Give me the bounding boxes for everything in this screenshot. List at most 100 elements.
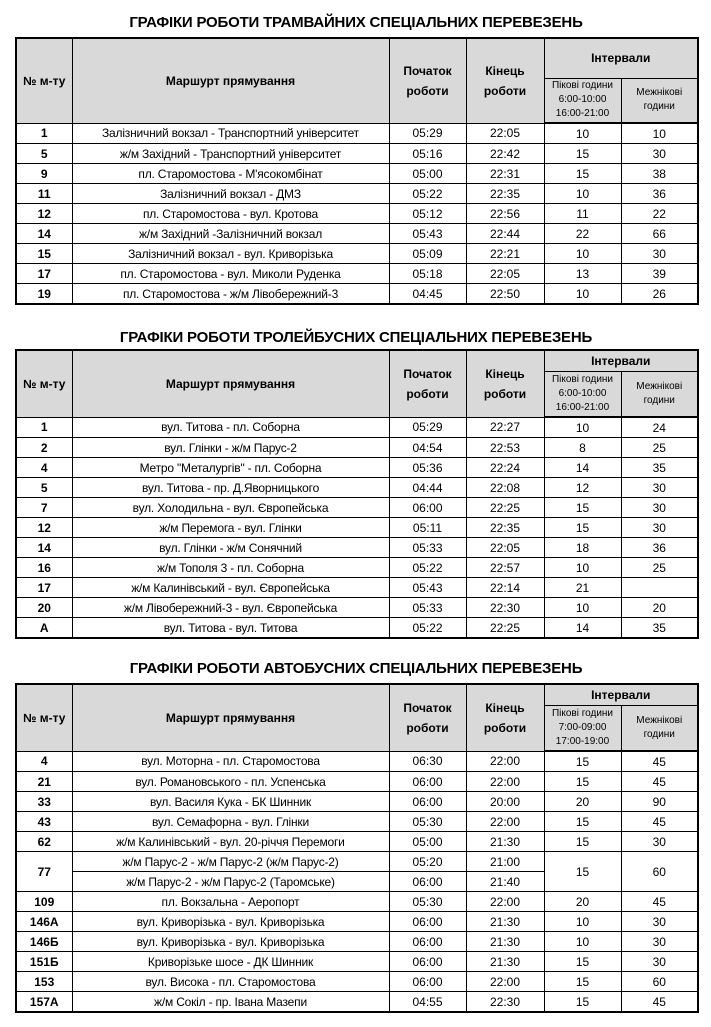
route-name: вул. Висока - пл. Старомостова xyxy=(71,971,390,992)
route-number: 33 xyxy=(15,791,73,812)
route-name: пл. Вокзальна - Аеропорт xyxy=(71,891,390,912)
header-peak-hours: Пікові години 6:00-10:00 16:00-21:00 xyxy=(543,370,622,418)
end-time: 22:00 xyxy=(465,971,545,992)
route-number: 151Б xyxy=(15,951,73,972)
table-row: ж/м Парус-2 - ж/м Парус-2 (Таромське) 06:… xyxy=(16,871,698,892)
offpeak-interval: 60 xyxy=(620,851,699,892)
route-name: вул. Романовського - пл. Успенська xyxy=(71,771,390,792)
end-time: 22:08 xyxy=(465,477,545,498)
offpeak-interval: 25 xyxy=(620,557,699,578)
end-time: 22:30 xyxy=(465,597,545,618)
route-number: 16 xyxy=(15,557,73,578)
route-number: 12 xyxy=(15,203,73,224)
route-number: 19 xyxy=(15,283,73,305)
route-name: пл. Старомостова - М'ясокомбінат xyxy=(71,163,390,184)
end-time: 21:30 xyxy=(465,831,545,852)
route-name: вул. Семафорна - вул. Глінки xyxy=(71,811,390,832)
end-time: 21:00 xyxy=(465,851,545,872)
route-name: вул. Титова - пр. Д.Яворницького xyxy=(71,477,390,498)
offpeak-interval: 66 xyxy=(620,223,699,244)
bus-schedule-table: № м-ту Маршурт прямування Початок роботи Кі… xyxy=(15,683,700,1013)
peak-interval: 10 xyxy=(543,557,622,578)
offpeak-interval: 30 xyxy=(620,911,699,932)
route-number: 4 xyxy=(15,750,73,772)
table-row: 33 вул. Василя Кука - БК Шинник 06:00 20:00… xyxy=(15,791,699,812)
header-offpeak-hours: Межнікові години xyxy=(620,77,699,124)
table-row: 17 пл. Старомостова - вул. Миколи Руденка… xyxy=(15,263,699,284)
start-time: 04:55 xyxy=(388,991,467,1013)
route-name: Криворізьке шосе - ДК Шинник xyxy=(71,951,390,972)
offpeak-interval: 39 xyxy=(620,263,699,284)
peak-interval: 15 xyxy=(543,497,622,518)
offpeak-interval: 20 xyxy=(620,597,699,618)
offpeak-interval: 36 xyxy=(620,537,699,558)
route-name: вул. Криворізька - вул. Криворізька xyxy=(71,911,390,932)
peak-hours-line: 6:00-10:00 xyxy=(558,387,607,399)
table-row: 151Б Криворізьке шосе - ДК Шинник 06:00 21:… xyxy=(15,951,699,972)
start-time: 04:54 xyxy=(388,437,467,458)
end-time: 21:30 xyxy=(465,931,545,952)
route-number: 2 xyxy=(15,437,73,458)
end-time: 21:30 xyxy=(465,911,545,932)
offpeak-interval: 30 xyxy=(620,497,699,518)
route-name: ж/м Перемога - вул. Глінки xyxy=(71,517,390,538)
start-time: 05:00 xyxy=(388,163,467,184)
offpeak-interval: 45 xyxy=(620,991,699,1013)
route-name: ж/м Сокіл - пр. Івана Мазепи xyxy=(71,991,390,1013)
end-time: 22:35 xyxy=(465,183,545,204)
trolleybus-table-title: ГРАФІКИ РОБОТИ ТРОЛЕЙБУСНИХ СПЕЦІАЛЬНИХ … xyxy=(119,329,593,346)
peak-interval: 15 xyxy=(543,771,622,792)
start-time: 06:00 xyxy=(388,911,467,932)
route-number: 5 xyxy=(15,477,73,498)
table-row: 5 ж/м Західний - Транспортний університет… xyxy=(15,143,699,164)
end-time: 22:31 xyxy=(465,163,545,184)
route-name: ж/м Західний -Залізничний вокзал xyxy=(71,223,390,244)
peak-interval: 11 xyxy=(543,203,622,224)
route-name: вул. Глінки - ж/м Сонячний xyxy=(71,537,390,558)
peak-interval: 15 xyxy=(543,517,622,538)
header-route: Маршурт прямування xyxy=(71,37,390,124)
start-time: 05:29 xyxy=(388,122,467,144)
header-start-time: Початок роботи xyxy=(388,349,467,418)
route-number: 5 xyxy=(15,143,73,164)
peak-interval: 10 xyxy=(543,283,622,305)
tram-table-title: ГРАФІКИ РОБОТИ ТРАМВАЙНИХ СПЕЦІАЛЬНИХ ПЕ… xyxy=(129,14,583,31)
start-time: 05:00 xyxy=(388,831,467,852)
end-time: 22:44 xyxy=(465,223,545,244)
route-number: 77 xyxy=(15,851,73,892)
offpeak-interval: 30 xyxy=(620,831,699,852)
start-time: 05:30 xyxy=(388,891,467,912)
peak-interval: 20 xyxy=(543,791,622,812)
peak-interval: 12 xyxy=(543,477,622,498)
end-time: 22:30 xyxy=(465,991,545,1013)
peak-interval: 20 xyxy=(543,891,622,912)
route-number: 1 xyxy=(15,122,73,144)
route-number: 1 xyxy=(15,416,73,438)
start-time: 05:33 xyxy=(388,537,467,558)
end-time: 22:21 xyxy=(465,243,545,264)
peak-hours-line: 6:00-10:00 xyxy=(558,94,607,106)
end-time: 22:27 xyxy=(465,416,545,438)
peak-hours-line: Пікові години xyxy=(551,373,614,385)
end-time: 22:00 xyxy=(465,771,545,792)
end-time: 22:35 xyxy=(465,517,545,538)
end-time: 22:25 xyxy=(465,617,545,639)
table-row: 4 Метро "Металургів" - пл. Соборна 05:36 22… xyxy=(15,457,699,478)
route-name: вул. Глінки - ж/м Парус-2 xyxy=(71,437,390,458)
end-time: 22:05 xyxy=(465,122,545,144)
header-offpeak-hours: Межнікові години xyxy=(620,704,699,752)
table-row: 109 пл. Вокзальна - Аеропорт 05:30 22:00 20 4… xyxy=(15,891,699,912)
offpeak-interval: 24 xyxy=(620,416,699,438)
table-row: 21 вул. Романовського - пл. Успенська 06:0… xyxy=(15,771,699,792)
header-route-number: № м-ту xyxy=(15,349,73,418)
offpeak-interval: 10 xyxy=(620,122,699,144)
offpeak-interval: 35 xyxy=(620,457,699,478)
peak-interval: 10 xyxy=(543,911,622,932)
peak-hours-line: Пікові години xyxy=(551,80,614,92)
offpeak-interval: 22 xyxy=(620,203,699,224)
peak-interval: 13 xyxy=(543,263,622,284)
route-name: пл. Старомостова - вул. Кротова xyxy=(71,203,390,224)
peak-interval: 15 xyxy=(543,831,622,852)
route-number: 14 xyxy=(15,223,73,244)
table-row: 9 пл. Старомостова - М'ясокомбінат 05:00 22… xyxy=(15,163,699,184)
